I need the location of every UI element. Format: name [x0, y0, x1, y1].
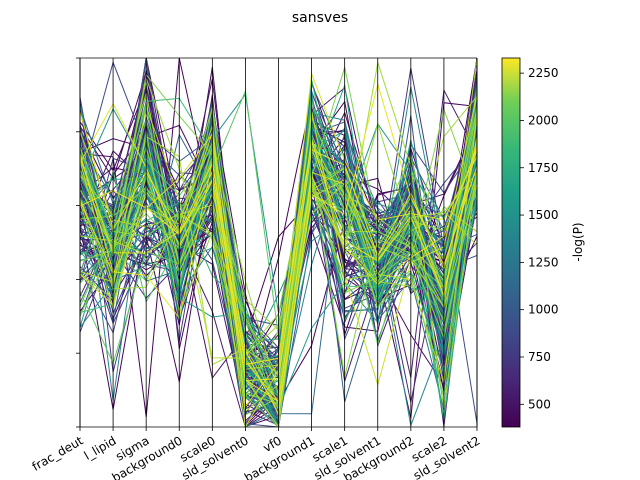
colorbar — [501, 57, 521, 428]
colorbar-tick-label: 500 — [528, 397, 551, 411]
axis-label-l_lipid: l_lipid — [82, 433, 119, 462]
chart-title: sansves — [292, 10, 348, 26]
axis-labels-layer: frac_deutl_lipidsigmabackground0scale0sl… — [30, 427, 483, 480]
colorbar-tick-label: 2000 — [528, 113, 559, 127]
colorbar-ticks: 500 750 1000 1250 1500 1750 2000 2250 — [520, 66, 559, 411]
colorbar-tick-label: 2250 — [528, 66, 559, 80]
colorbar-tick-label: 1000 — [528, 303, 559, 317]
colorbar-label: -log(P) — [571, 222, 585, 261]
colorbar-tick-label: 750 — [528, 350, 551, 364]
colorbar-tick-label: 1500 — [528, 208, 559, 222]
axis-label-frac_deut: frac_deut — [30, 433, 86, 473]
colorbar-tick-label: 1250 — [528, 255, 559, 269]
colorbar-tick-label: 1750 — [528, 161, 559, 175]
